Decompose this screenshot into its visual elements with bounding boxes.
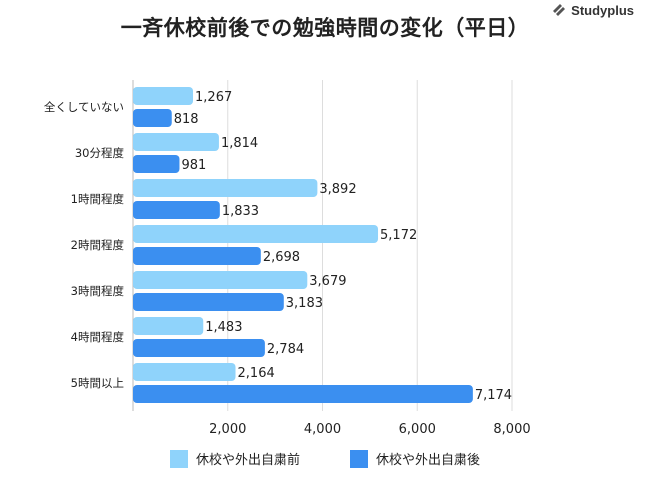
legend-label-after: 休校や外出自粛後 <box>376 453 481 468</box>
bar-after <box>133 293 284 311</box>
data-label: 1,814 <box>221 136 258 151</box>
category-label: 全くしていない <box>44 100 124 114</box>
category-label: 2時間程度 <box>71 238 125 252</box>
data-label: 1,267 <box>195 90 232 105</box>
legend-label-before: 休校や外出自粛前 <box>195 453 300 468</box>
studyplus-logo-icon <box>553 4 566 16</box>
bar-before <box>133 87 194 105</box>
data-label: 3,892 <box>319 182 356 197</box>
data-label: 2,784 <box>267 342 304 357</box>
data-label: 7,174 <box>475 388 512 403</box>
data-label: 981 <box>181 158 206 173</box>
legend-swatch-before <box>169 449 188 468</box>
studyplus-logo: Studyplus <box>551 2 634 18</box>
bar-before <box>133 179 318 197</box>
bar-before <box>133 133 219 151</box>
data-label: 818 <box>174 112 199 127</box>
chart-title: 一斉休校前後での勉強時間の変化（平日） <box>120 16 530 40</box>
data-label: 5,172 <box>380 228 417 243</box>
legend-swatch-after <box>350 449 368 468</box>
bar-after <box>133 201 220 219</box>
x-tick-label: 4,000 <box>304 422 341 437</box>
bar-after <box>133 247 261 265</box>
legend: 休校や外出自粛前 休校や外出自粛後 <box>0 449 650 468</box>
category-label: 3時間程度 <box>71 284 125 298</box>
bar-before <box>133 363 236 381</box>
bar-after <box>133 385 473 403</box>
brand-name: Studyplus <box>571 2 634 18</box>
bar-chart: 2,000 4,000 6,000 8,000 全くしていない 1,267 818 30分程度… <box>44 80 531 437</box>
x-tick-label: 6,000 <box>399 422 436 437</box>
category-label: 4時間程度 <box>71 330 125 344</box>
bar-before <box>133 317 204 335</box>
bar-after <box>133 109 172 127</box>
data-label: 3,679 <box>309 274 346 289</box>
legend-item-after: 休校や外出自粛後 <box>350 449 480 468</box>
bar-after <box>133 155 180 173</box>
category-label: 1時間程度 <box>71 192 125 206</box>
category-label: 30分程度 <box>75 146 125 160</box>
bar-after <box>133 339 265 357</box>
legend-item-before: 休校や外出自粛前 <box>169 449 300 468</box>
data-label: 2,698 <box>263 250 300 265</box>
x-tick-label: 2,000 <box>209 422 246 437</box>
bar-before <box>133 225 379 243</box>
data-label: 3,183 <box>286 296 323 311</box>
data-label: 1,483 <box>205 320 242 335</box>
data-label: 2,164 <box>238 366 275 381</box>
x-tick-label: 8,000 <box>493 422 530 437</box>
data-label: 1,833 <box>222 204 259 219</box>
category-label: 5時間以上 <box>71 376 124 390</box>
bar-before <box>133 271 308 289</box>
